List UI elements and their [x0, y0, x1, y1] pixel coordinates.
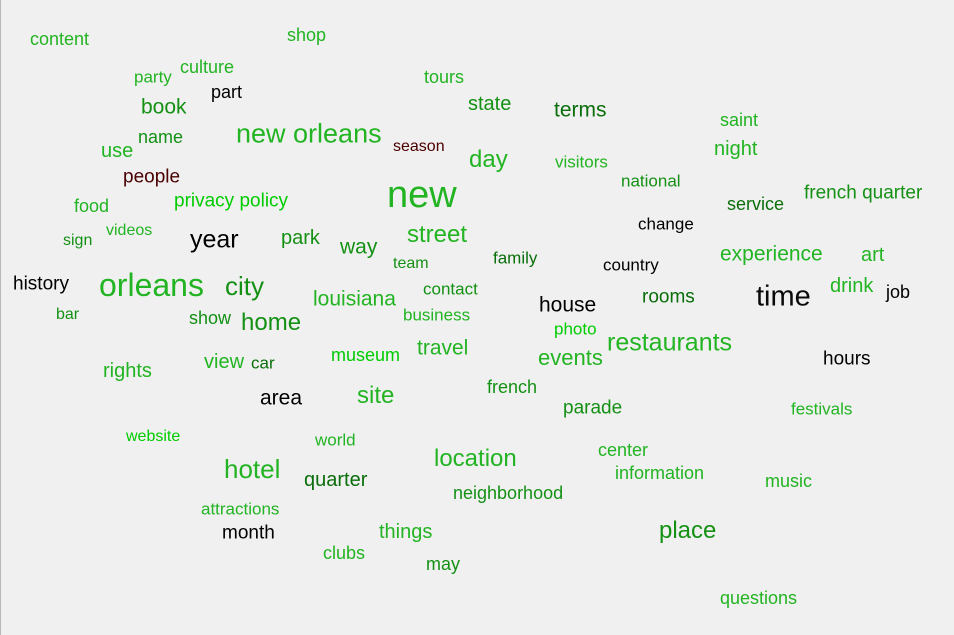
word-rooms: rooms	[642, 286, 695, 308]
word-restaurants: restaurants	[607, 328, 733, 357]
word-place: place	[659, 517, 717, 544]
word-car: car	[251, 353, 275, 373]
word-content: content	[30, 29, 90, 49]
word-month: month	[222, 522, 275, 544]
word-people: people	[123, 166, 181, 188]
word-rights: rights	[103, 360, 152, 382]
word-website: website	[126, 428, 181, 445]
word-house: house	[539, 293, 597, 317]
word-privacy-policy: privacy policy	[174, 190, 289, 212]
word-art: art	[861, 244, 885, 266]
word-night: night	[714, 138, 758, 160]
word-world: world	[315, 430, 356, 450]
word-music: music	[765, 471, 813, 491]
word-country: country	[603, 255, 659, 275]
word-use: use	[101, 140, 134, 162]
word-new: new	[387, 174, 457, 216]
word-business: business	[403, 305, 471, 325]
word-national: national	[621, 171, 681, 191]
word-clubs: clubs	[323, 543, 366, 563]
word-street: street	[407, 221, 468, 248]
word-home: home	[241, 309, 302, 336]
word-photo: photo	[554, 319, 597, 339]
word-orleans: orleans	[99, 267, 204, 303]
word-travel: travel	[417, 336, 469, 360]
word-festivals: festivals	[791, 399, 853, 419]
word-drink: drink	[830, 275, 874, 297]
word-neighborhood: neighborhood	[453, 483, 564, 503]
word-shop: shop	[287, 25, 327, 45]
word-sign: sign	[63, 232, 93, 249]
word-food: food	[74, 196, 110, 216]
word-parade: parade	[563, 397, 623, 419]
word-park: park	[281, 227, 320, 249]
word-area: area	[260, 386, 303, 410]
word-saint: saint	[720, 110, 759, 130]
word-state: state	[468, 93, 512, 115]
word-information: information	[615, 463, 705, 483]
word-center: center	[598, 440, 649, 460]
word-history: history	[13, 273, 69, 295]
word-attractions: attractions	[201, 499, 280, 519]
word-hotel: hotel	[224, 454, 281, 484]
word-hours: hours	[823, 348, 871, 370]
word-french: french	[487, 377, 538, 397]
word-way: way	[340, 235, 378, 259]
word-day: day	[469, 146, 508, 173]
word-videos: videos	[106, 222, 153, 239]
word-bar: bar	[56, 306, 80, 323]
word-quarter: quarter	[304, 469, 368, 491]
word-season: season	[393, 138, 445, 155]
word-part: part	[211, 82, 243, 102]
word-time: time	[756, 280, 811, 313]
word-show: show	[189, 308, 232, 328]
word-questions: questions	[720, 588, 798, 608]
word-year: year	[190, 225, 239, 254]
word-may: may	[426, 554, 461, 574]
word-contact: contact	[423, 279, 478, 299]
word-french-quarter: french quarter	[804, 182, 923, 204]
word-book: book	[141, 95, 187, 119]
word-team: team	[393, 255, 429, 272]
word-city: city	[225, 271, 264, 301]
word-louisiana: louisiana	[313, 287, 396, 311]
word-site: site	[357, 382, 395, 409]
word-experience: experience	[720, 242, 823, 266]
word-terms: terms	[554, 98, 607, 122]
word-visitors: visitors	[555, 152, 608, 172]
word-change: change	[638, 214, 694, 234]
word-things: things	[379, 521, 433, 543]
word-museum: museum	[331, 345, 401, 365]
word-service: service	[727, 194, 785, 214]
word-events: events	[538, 345, 603, 370]
word-new-orleans: new orleans	[236, 118, 382, 149]
word-view: view	[204, 351, 245, 373]
word-family: family	[493, 248, 538, 268]
word-location: location	[434, 445, 517, 472]
word-tours: tours	[424, 67, 465, 87]
word-name: name	[138, 127, 184, 147]
word-job: job	[886, 282, 911, 302]
word-party: party	[134, 67, 172, 87]
word-culture: culture	[180, 57, 235, 77]
